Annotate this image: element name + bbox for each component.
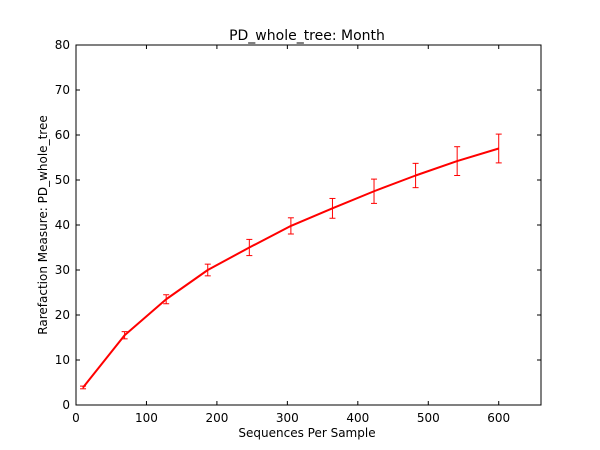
y-tick-label: 60 <box>55 128 70 142</box>
y-tick-label: 50 <box>55 173 70 187</box>
x-tick-label: 600 <box>487 411 510 425</box>
plot-frame <box>75 44 542 406</box>
x-tick-label: 0 <box>72 411 80 425</box>
y-tick-label: 40 <box>55 218 70 232</box>
y-tick-label: 30 <box>55 263 70 277</box>
y-tick-label: 80 <box>55 38 70 52</box>
x-tick-label: 400 <box>346 411 369 425</box>
x-axis-title: Sequences Per Sample <box>238 426 375 440</box>
y-tick-label: 20 <box>55 308 70 322</box>
x-tick-label: 200 <box>205 411 228 425</box>
y-tick-label: 0 <box>62 398 70 412</box>
x-tick-label: 100 <box>135 411 158 425</box>
x-tick-label: 500 <box>417 411 440 425</box>
y-tick-label: 70 <box>55 83 70 97</box>
x-tick-label: 300 <box>276 411 299 425</box>
y-axis-title: Rarefaction Measure: PD_whole_tree <box>36 115 50 334</box>
y-tick-label: 10 <box>55 353 70 367</box>
series-line <box>82 147 500 389</box>
chart-title: PD_whole_tree: Month <box>229 28 385 44</box>
